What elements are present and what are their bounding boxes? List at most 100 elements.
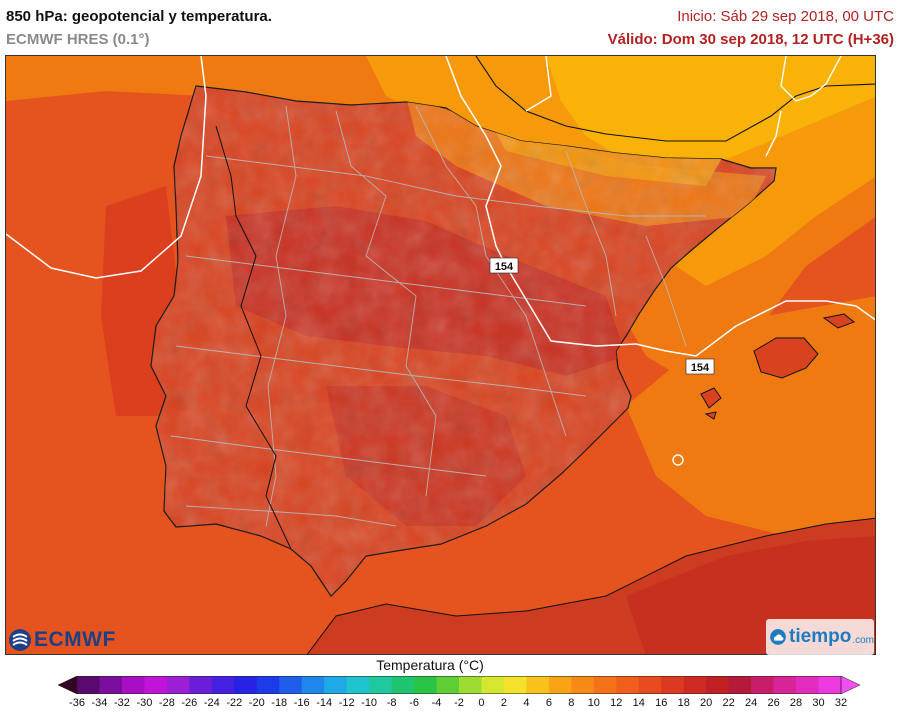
legend-tick: 8 (568, 697, 575, 709)
legend-swatch (526, 676, 550, 694)
legend-tick: -6 (409, 697, 419, 709)
tiempo-cloud-icon (770, 629, 786, 645)
legend-swatch (99, 676, 123, 694)
legend-swatch (638, 676, 662, 694)
legend-tick: -12 (338, 697, 355, 709)
legend-tick: -34 (91, 697, 108, 709)
legend-swatch (121, 676, 145, 694)
legend-swatch (391, 676, 415, 694)
legend-tick: 20 (700, 697, 713, 709)
portugal-spain-border (215, 125, 292, 550)
legend-swatch (211, 676, 235, 694)
contour-label-inland: 154 (489, 257, 519, 274)
legend-tick: 10 (587, 697, 600, 709)
legend-swatch (728, 676, 752, 694)
france-coast (475, 56, 875, 142)
ecmwf-logo: ECMWF (8, 628, 116, 652)
model-name: ECMWF HRES (0.1°) (6, 31, 150, 48)
legend-swatch (818, 676, 842, 694)
legend-swatch (683, 676, 707, 694)
mallorca (753, 337, 819, 379)
legend-swatch (436, 676, 460, 694)
legend-swatch (706, 676, 730, 694)
legend-tick: -32 (113, 697, 130, 709)
ibiza (700, 387, 722, 409)
legend-tick: 22 (722, 697, 735, 709)
legend-tick: -10 (361, 697, 378, 709)
legend-tick: -2 (454, 697, 464, 709)
legend-tick: 6 (545, 697, 552, 709)
admin-borders (170, 105, 706, 527)
tiempo-logo[interactable]: tiempo .com (766, 619, 874, 655)
legend-swatch (616, 676, 640, 694)
legend-tick: 26 (767, 697, 780, 709)
legend-swatch (796, 676, 819, 694)
legend-swatch (571, 676, 595, 694)
legend-swatch (661, 676, 685, 694)
contour-label-sea: 154 (685, 358, 715, 375)
legend-swatch (279, 676, 303, 694)
legend-tick: 12 (610, 697, 623, 709)
legend-tick: -16 (293, 697, 310, 709)
legend-swatch (324, 676, 348, 694)
legend-swatch (166, 676, 190, 694)
legend-swatch (144, 676, 168, 694)
legend-tick: 0 (478, 697, 485, 709)
isohypse-north (525, 56, 842, 112)
yellow-orange-area (546, 56, 875, 176)
legend-tick: -24 (203, 697, 220, 709)
legend-colorbar (58, 676, 860, 694)
isohypse-east (765, 110, 782, 157)
legend-swatch (234, 676, 258, 694)
legend-tick: -26 (181, 697, 198, 709)
legend-tick-labels: -36 -34 -32 -30 -28 -26 -24 -22 -20 -18 -16 -14 -12-… (0, 697, 910, 711)
legend-swatch (77, 676, 100, 694)
legend-swatch (459, 676, 482, 694)
legend-swatch (773, 676, 797, 694)
legend-swatch (369, 676, 392, 694)
legend-tick: 32 (834, 697, 848, 709)
legend-tick: -28 (158, 697, 175, 709)
legend-tick: 18 (677, 697, 690, 709)
legend-swatch (189, 676, 213, 694)
legend-swatch (548, 676, 572, 694)
legend-swatch (414, 676, 437, 694)
legend-cap-low (58, 676, 78, 694)
legend-frame (76, 676, 842, 694)
legend-title: Temperatura (°C) (376, 657, 484, 673)
legend-tick: -22 (226, 697, 243, 709)
legend-tick: -8 (386, 697, 397, 709)
temperature-map[interactable]: 154 154 (5, 55, 876, 655)
contour-label-inland-text: 154 (495, 261, 514, 273)
legend-tick: 14 (632, 697, 645, 709)
contour-label-sea-text: 154 (691, 362, 710, 374)
ecmwf-logo-text: ECMWF (34, 628, 116, 651)
legend-tick: 16 (655, 697, 668, 709)
map-title: 850 hPa: geopotencial y temperatura. (6, 8, 272, 25)
legend-tick: 2 (500, 697, 507, 709)
ecmwf-logo-icon (9, 629, 31, 651)
legend-tick: -30 (136, 697, 153, 709)
menorca (822, 313, 855, 329)
legend-tick: 24 (744, 697, 758, 709)
legend-swatch (593, 676, 617, 694)
legend-tick: -18 (271, 697, 288, 709)
isohypse-low-cell (672, 454, 684, 466)
formentera (704, 411, 717, 420)
legend-swatch (481, 676, 505, 694)
legend-tick: 30 (812, 697, 825, 709)
legend-tick: -20 (248, 697, 265, 709)
tiempo-logo-text: tiempo (789, 626, 852, 647)
tiempo-logo-domain: .com (852, 634, 874, 646)
legend-cap-high (840, 676, 860, 694)
legend-tick: -14 (316, 697, 333, 709)
legend-tick: -36 (69, 697, 85, 709)
legend-swatch (301, 676, 325, 694)
legend-swatch (346, 676, 370, 694)
legend-tick: -4 (431, 697, 442, 709)
isohypse-main (445, 56, 875, 357)
legend-swatch (503, 676, 527, 694)
run-init-time: Inicio: Sáb 29 sep 2018, 00 UTC (677, 8, 894, 25)
map-canvas: 154 154 (6, 56, 875, 654)
isohypse-west (6, 56, 207, 279)
